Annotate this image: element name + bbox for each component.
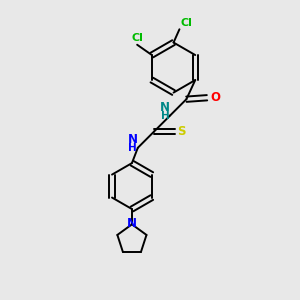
Text: Cl: Cl <box>181 18 193 28</box>
Text: S: S <box>178 125 186 138</box>
Text: H: H <box>160 111 169 121</box>
Text: N: N <box>160 101 170 114</box>
Text: N: N <box>128 133 137 146</box>
Text: H: H <box>128 143 137 153</box>
Text: O: O <box>210 91 220 104</box>
Text: N: N <box>127 217 137 230</box>
Text: Cl: Cl <box>131 33 143 43</box>
